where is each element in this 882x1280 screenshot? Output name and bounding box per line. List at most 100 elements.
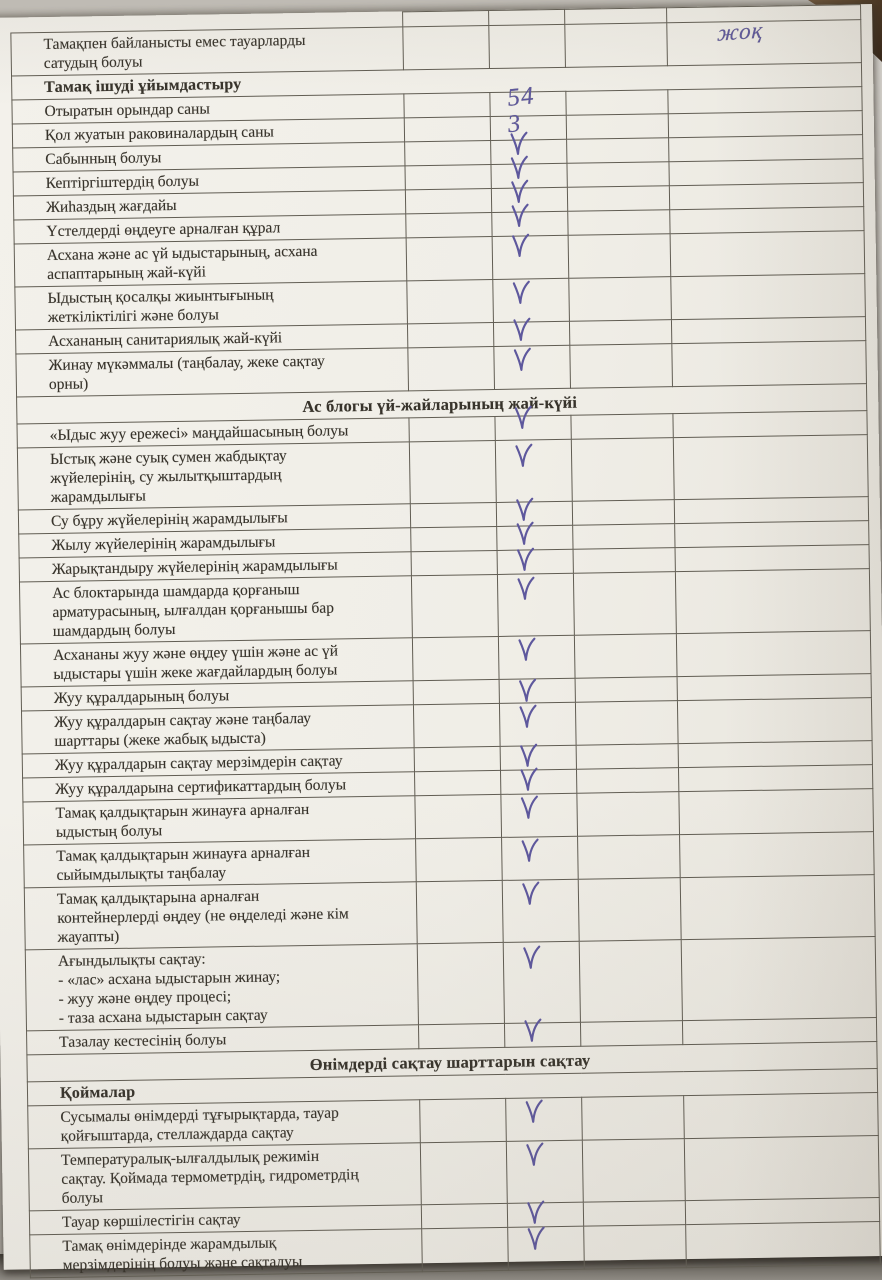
answer-cell [499, 678, 576, 704]
handwritten-check-mark [507, 130, 529, 158]
answer-cell [568, 233, 671, 279]
answer-cell [575, 700, 679, 746]
answer-cell [580, 1020, 683, 1047]
handwritten-check-mark [524, 1199, 546, 1227]
table-row: Тамақ қалдықтарына арналған контейнерлер… [24, 874, 876, 950]
answer-cell [670, 230, 865, 277]
answer-cell [671, 340, 867, 387]
table-row: Асхананың санитариялық жай-күйі [15, 316, 866, 354]
answer-cell [411, 574, 499, 638]
answer-cell [668, 134, 863, 162]
empty-cell [564, 7, 667, 25]
answer-cell [408, 416, 496, 442]
answer-cell [409, 440, 497, 504]
answer-cell [567, 185, 670, 212]
answer-cell [505, 1097, 583, 1142]
handwritten-check-mark [509, 202, 531, 230]
answer-cell [565, 89, 669, 116]
answer-cell [669, 182, 864, 210]
answer-cell [402, 25, 490, 70]
table-row: Ыстық және суық сумен жабдықтау жүйелері… [17, 434, 869, 510]
table-row: Жуу құралдарын сақтау мерзімдерін сақтау [22, 740, 873, 778]
table-row: Температуралық-ылғалдылық режимін сақтау… [28, 1135, 880, 1211]
answer-cell [678, 788, 874, 835]
handwritten-check-mark [511, 346, 533, 374]
checklist-rows: Тамақпен байланысты емес тауарларды сату… [10, 4, 881, 1278]
handwritten-check-mark [517, 766, 539, 794]
answer-cell [407, 322, 494, 348]
answer-cell [671, 316, 866, 344]
answer-cell [583, 1200, 686, 1227]
answer-cell [583, 1224, 687, 1270]
row-text: Сусымалы өнімдерді тұғырықтарда, тауар қ… [27, 1099, 421, 1149]
answer-cell [567, 209, 671, 236]
answer-cell [500, 793, 578, 838]
answer-cell [564, 22, 668, 68]
table-row: Ыдыстың қосалқы жиынтығының жеткіліктілі… [14, 273, 866, 330]
row-text: Тамақ қалдықтарын жинауға арналған ыдыст… [22, 795, 416, 845]
table-row: Ағындылықты сақтау: - «лас» асхана ыдыст… [25, 936, 877, 1031]
answer-cell [406, 236, 493, 281]
answer-cell [419, 1098, 507, 1143]
handwritten-check-mark [519, 880, 541, 908]
answer-cell [572, 499, 675, 526]
answer-cell [570, 413, 674, 440]
answer-cell [675, 544, 870, 572]
table-row: Тамақ қалдықтарын жинауға арналған ыдыст… [22, 788, 874, 845]
answer-cell [502, 879, 580, 943]
answer-cell [667, 86, 863, 114]
answer-cell [679, 831, 875, 878]
row-text: Ыстық және суық сумен жабдықтау жүйелері… [17, 441, 411, 510]
answer-cell [574, 633, 678, 679]
answer-cell [680, 874, 876, 940]
table-row: Жарықтандыру жүйелерінің жарамдылығы [19, 544, 870, 582]
answer-cell [412, 636, 500, 681]
inspection-checklist-table: Тамақпен байланысты емес тауарларды сату… [10, 4, 881, 1278]
handwritten-check-mark [515, 636, 537, 664]
answer-cell [494, 405, 572, 441]
handwritten-check-mark [519, 837, 541, 865]
handwritten-check-mark [509, 232, 531, 260]
answer-cell [415, 837, 503, 882]
answer-cell [421, 1227, 509, 1272]
table-row: Тазалау кестесінің болуы [26, 1017, 877, 1055]
answer-cell [413, 679, 500, 705]
row-text: Ыдыстың қосалқы жиынтығының жеткіліктілі… [14, 280, 408, 330]
answer-cell [582, 1138, 686, 1203]
answer-cell [674, 496, 869, 524]
row-text: Тамақпен байланысты емес тауарларды сату… [10, 26, 404, 77]
answer-cell [500, 766, 577, 795]
handwritten-check-mark [520, 944, 542, 972]
handwritten-check-mark [513, 496, 535, 524]
answer-cell [492, 232, 569, 280]
answer-cell [496, 497, 573, 527]
answer-cell [496, 521, 574, 551]
table-row: Жылу жүйелерінің жарамдылығы [18, 520, 869, 558]
answer-cell [410, 502, 497, 528]
answer-cell [416, 880, 504, 944]
answer-cell [507, 1199, 584, 1228]
answer-cell [491, 203, 569, 237]
answer-cell [668, 110, 863, 138]
answer-cell [681, 936, 877, 1021]
answer-cell [404, 116, 491, 142]
table-row: Тамақ қалдықтарын жинауға арналған сыйым… [23, 831, 875, 888]
handwritten-check-mark [523, 1141, 545, 1169]
table-row: Тамақ өнімдерінде жарамдылық мерзімдерін… [29, 1221, 881, 1278]
answer-cell [678, 740, 873, 768]
answer-cell [670, 273, 866, 320]
answer-cell [493, 345, 571, 390]
handwritten-check-mark [514, 575, 536, 603]
answer-cell [677, 673, 872, 701]
answer-cell [578, 877, 682, 942]
handwritten-check-mark [508, 154, 530, 182]
answer-cell [403, 92, 491, 118]
answer-cell [420, 1141, 508, 1205]
answer-cell [497, 573, 575, 637]
answer-cell [414, 770, 501, 796]
answer-cell [566, 137, 669, 164]
handwritten-check-mark [516, 703, 538, 731]
answer-cell [569, 319, 672, 346]
answer-cell [501, 836, 579, 881]
